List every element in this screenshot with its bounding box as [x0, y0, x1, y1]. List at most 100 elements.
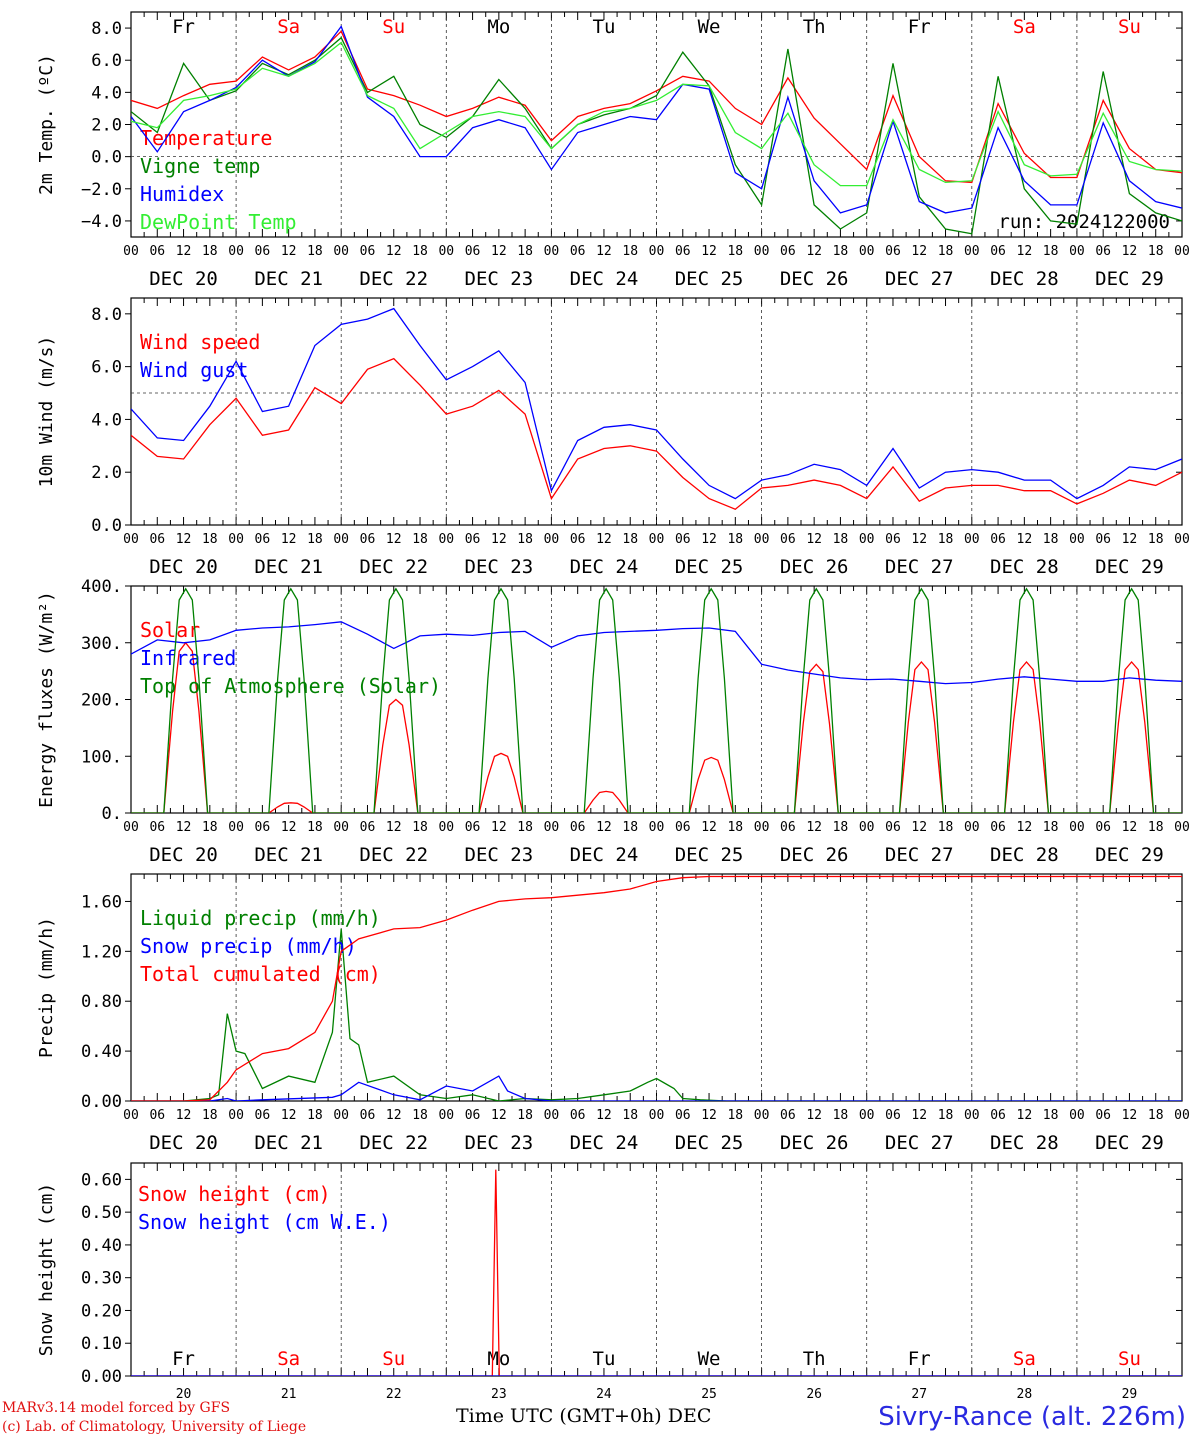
date-label: DEC 20	[149, 1132, 218, 1154]
hour-tick-label: 06	[990, 244, 1006, 259]
hour-tick-label: 18	[833, 532, 849, 547]
hour-tick-label: 12	[176, 820, 192, 835]
legend-entry: Snow height (cm W.E.)	[138, 1210, 391, 1234]
hour-tick-label: 18	[517, 532, 533, 547]
hour-tick-label: 18	[412, 532, 428, 547]
hour-tick-label: 06	[570, 820, 586, 835]
y-tick-label: 0.00	[81, 1367, 122, 1387]
day-name: Tu	[593, 1348, 616, 1370]
date-label: DEC 20	[149, 844, 218, 866]
hour-tick-label: 12	[806, 820, 822, 835]
day-name: Fr	[908, 16, 931, 38]
hour-tick-label: 12	[596, 244, 612, 259]
hour-tick-label: 00	[649, 820, 665, 835]
hour-tick-label: 12	[911, 1108, 927, 1123]
legend-entry: Solar	[140, 618, 200, 642]
hour-tick-label: 18	[833, 820, 849, 835]
date-label: DEC 23	[465, 844, 534, 866]
hour-tick-label: 06	[360, 532, 376, 547]
hour-tick-label: 18	[202, 820, 218, 835]
hour-tick-label: 00	[438, 244, 454, 259]
date-label: DEC 28	[990, 844, 1059, 866]
hour-tick-label: 00	[544, 1108, 560, 1123]
legend-entry: DewPoint Temp	[140, 210, 297, 234]
hour-tick-label: 12	[386, 244, 402, 259]
hour-tick-label: 12	[1122, 820, 1138, 835]
hour-tick-label: 00	[754, 532, 770, 547]
legend-entry: Liquid precip (mm/h)	[140, 906, 381, 930]
day-number: 27	[911, 1387, 927, 1402]
y-tick-label: 6.0	[91, 51, 122, 71]
hour-tick-label: 00	[544, 244, 560, 259]
hour-tick-label: 00	[859, 820, 875, 835]
legend-entry: Snow precip (mm/h)	[140, 934, 357, 958]
hour-tick-label: 18	[307, 532, 323, 547]
hour-tick-label: 18	[412, 820, 428, 835]
series-line-wind-gust	[131, 307, 1182, 500]
date-label: DEC 20	[149, 268, 218, 290]
series-line-wind-speed	[131, 357, 1182, 510]
hour-tick-label: 00	[123, 244, 139, 259]
y-tick-label: 0.00	[81, 1092, 122, 1112]
y-tick-label: 0.20	[81, 1301, 122, 1321]
day-name: Fr	[172, 1348, 195, 1370]
hour-tick-label: 00	[859, 532, 875, 547]
hour-tick-label: 12	[806, 532, 822, 547]
hour-tick-label: 00	[964, 1108, 980, 1123]
hour-tick-label: 12	[281, 1108, 297, 1123]
hour-tick-label: 06	[780, 820, 796, 835]
hour-tick-label: 12	[1017, 532, 1033, 547]
hour-tick-label: 00	[1174, 532, 1190, 547]
hour-tick-label: 00	[438, 532, 454, 547]
date-label: DEC 20	[149, 556, 218, 578]
hour-tick-label: 06	[465, 244, 481, 259]
hour-tick-label: 00	[754, 1108, 770, 1123]
day-name: Mo	[487, 16, 510, 38]
hour-tick-label: 00	[649, 532, 665, 547]
day-name: Sa	[1013, 1348, 1036, 1370]
hour-tick-label: 06	[780, 532, 796, 547]
series-line-snow-height-cm-	[131, 1169, 1182, 1376]
hour-tick-label: 12	[491, 244, 507, 259]
date-label: DEC 23	[465, 556, 534, 578]
hour-tick-label: 06	[885, 244, 901, 259]
hour-tick-label: 06	[465, 532, 481, 547]
hour-tick-label: 06	[465, 820, 481, 835]
y-tick-label: 0.40	[81, 1236, 122, 1256]
day-number: 29	[1122, 1387, 1138, 1402]
date-label: DEC 22	[359, 556, 428, 578]
hour-tick-label: 06	[255, 1108, 271, 1123]
hour-tick-label: 18	[833, 1108, 849, 1123]
hour-tick-label: 12	[281, 532, 297, 547]
hour-tick-label: 06	[675, 820, 691, 835]
day-name: Su	[1118, 16, 1141, 38]
hour-tick-label: 00	[964, 244, 980, 259]
y-tick-label: 2.0	[91, 116, 122, 136]
hour-tick-label: 06	[990, 820, 1006, 835]
y-tick-label: 0.10	[81, 1334, 122, 1354]
hour-tick-label: 12	[701, 532, 717, 547]
hour-tick-label: 06	[360, 820, 376, 835]
hour-tick-label: 00	[1174, 820, 1190, 835]
hour-tick-label: 18	[1043, 1108, 1059, 1123]
hour-tick-label: 06	[1095, 1108, 1111, 1123]
date-label: DEC 26	[780, 556, 849, 578]
hour-tick-label: 00	[1069, 820, 1085, 835]
day-name: Fr	[172, 16, 195, 38]
date-label: DEC 27	[885, 844, 954, 866]
day-name: Sa	[277, 1348, 300, 1370]
hour-tick-label: 12	[806, 1108, 822, 1123]
hour-tick-label: 12	[596, 1108, 612, 1123]
hour-tick-label: 00	[228, 244, 244, 259]
hour-tick-label: 18	[727, 244, 743, 259]
panel-2: 0.0 2.0 4.0 6.0 8.0 10m Wind (m/s) 00 06 12 18 00 0…	[36, 297, 1190, 578]
hour-tick-label: 12	[1017, 1108, 1033, 1123]
y-axis-label: Energy fluxes (W/m²)	[36, 591, 57, 808]
hour-tick-label: 06	[360, 244, 376, 259]
hour-tick-label: 00	[333, 820, 349, 835]
hour-tick-label: 12	[491, 820, 507, 835]
hour-tick-label: 18	[727, 532, 743, 547]
hour-tick-label: 18	[938, 244, 954, 259]
plot-frame	[130, 11, 1183, 238]
y-tick-label: 0.0	[91, 516, 122, 536]
